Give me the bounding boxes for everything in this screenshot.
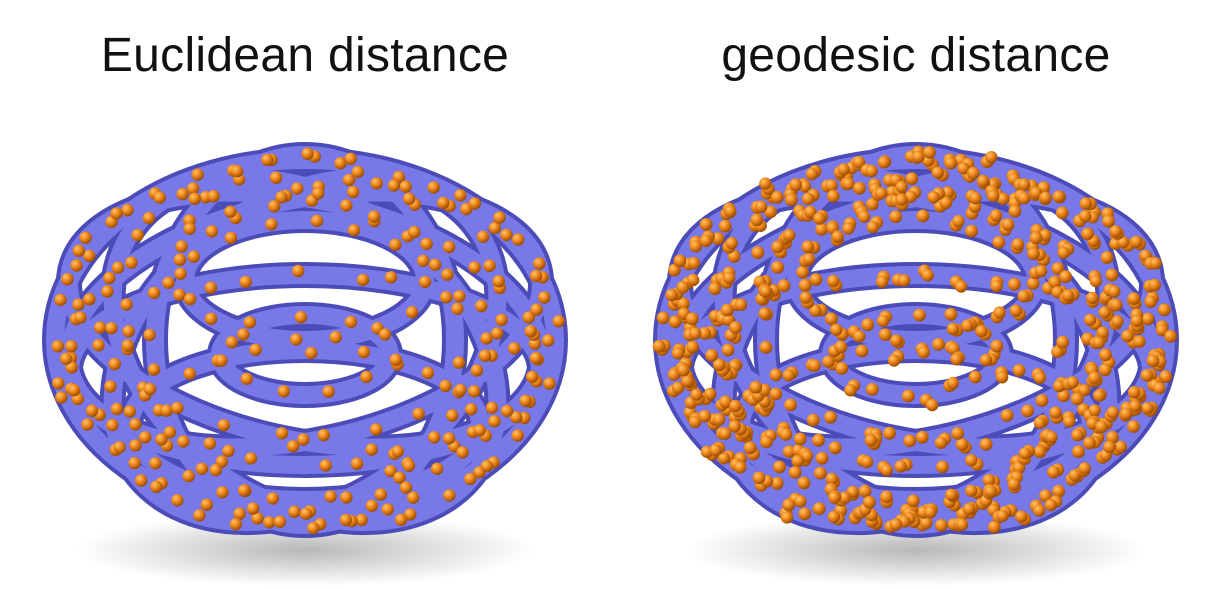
geodesic-render-svg — [652, 142, 1179, 586]
euclidean-panel: Euclidean distance — [0, 0, 610, 589]
geodesic-title: geodesic distance — [721, 29, 1111, 82]
geodesic-render — [611, 120, 1221, 589]
euclidean-render — [0, 120, 610, 589]
euclidean-render-svg — [42, 142, 568, 586]
euclidean-title: Euclidean distance — [100, 29, 510, 82]
geodesic-panel: geodesic distance — [611, 0, 1221, 589]
